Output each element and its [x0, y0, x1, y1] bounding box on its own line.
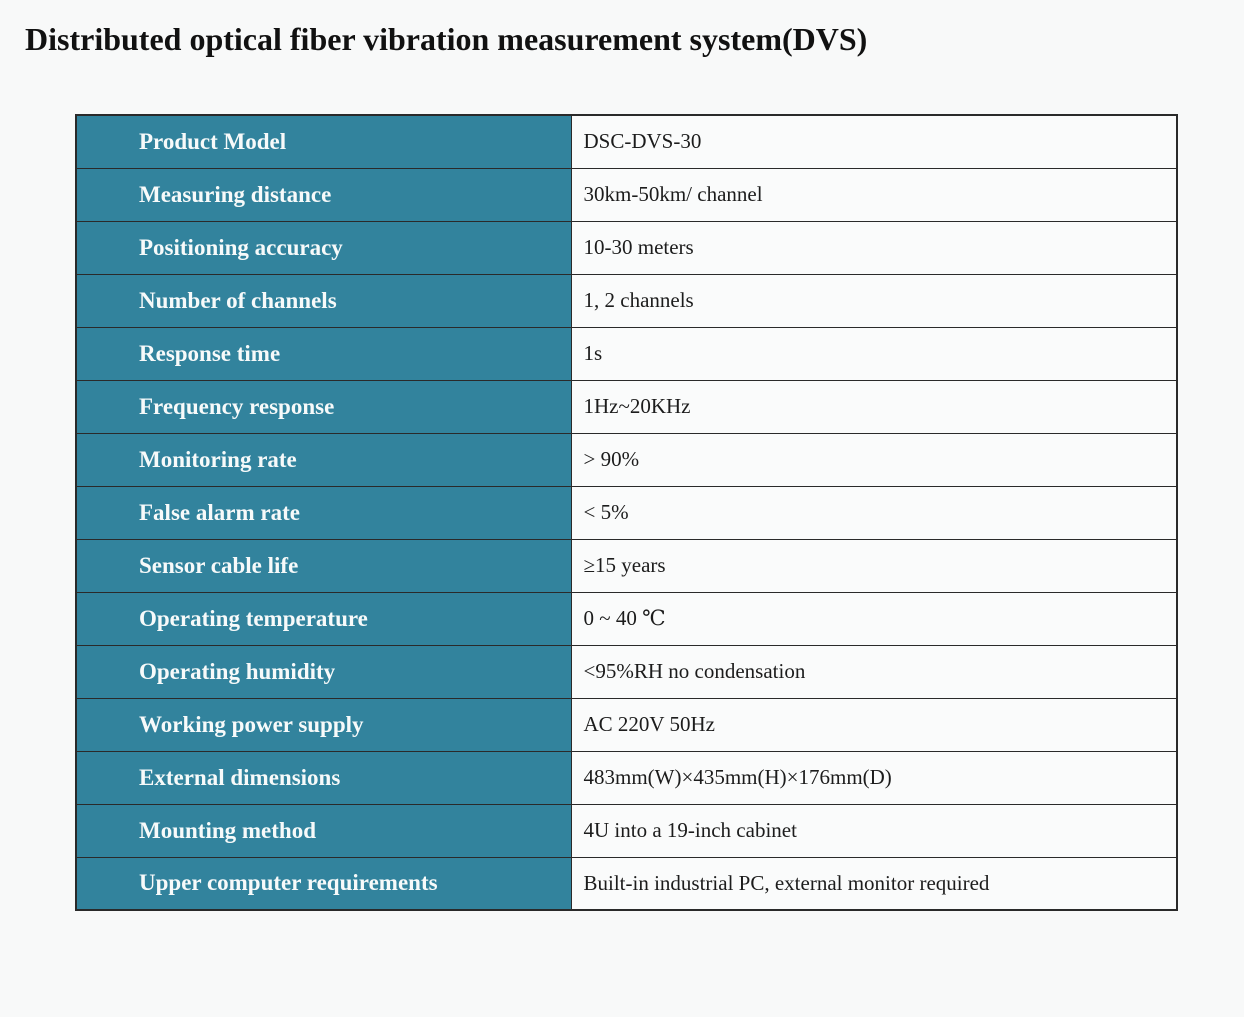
spec-table: Product Model DSC-DVS-30 Measuring dista… — [75, 114, 1178, 911]
spec-value: AC 220V 50Hz — [570, 697, 1178, 752]
spec-row: Operating temperature 0 ~ 40 ℃ — [75, 591, 1178, 646]
spec-row: False alarm rate < 5% — [75, 485, 1178, 540]
spec-row: Product Model DSC-DVS-30 — [75, 114, 1178, 169]
spec-label: Sensor cable life — [75, 538, 572, 593]
spec-value: 483mm(W)×435mm(H)×176mm(D) — [570, 750, 1178, 805]
spec-value: 1, 2 channels — [570, 273, 1178, 328]
spec-label: Measuring distance — [75, 167, 572, 222]
spec-row: Frequency response 1Hz~20KHz — [75, 379, 1178, 434]
spec-label: External dimensions — [75, 750, 572, 805]
spec-value: <95%RH no condensation — [570, 644, 1178, 699]
spec-value: 1Hz~20KHz — [570, 379, 1178, 434]
page-title: Distributed optical fiber vibration meas… — [25, 21, 868, 57]
spec-value: < 5% — [570, 485, 1178, 540]
spec-row: Mounting method 4U into a 19-inch cabine… — [75, 803, 1178, 858]
spec-value: 30km-50km/ channel — [570, 167, 1178, 222]
spec-label: Response time — [75, 326, 572, 381]
spec-label: Operating humidity — [75, 644, 572, 699]
spec-label: Monitoring rate — [75, 432, 572, 487]
spec-table-body: Product Model DSC-DVS-30 Measuring dista… — [75, 114, 1178, 911]
spec-row: External dimensions 483mm(W)×435mm(H)×17… — [75, 750, 1178, 805]
spec-value: 0 ~ 40 ℃ — [570, 591, 1178, 646]
spec-row: Operating humidity <95%RH no condensatio… — [75, 644, 1178, 699]
spec-value: > 90% — [570, 432, 1178, 487]
spec-label: Mounting method — [75, 803, 572, 858]
spec-value: 4U into a 19-inch cabinet — [570, 803, 1178, 858]
spec-label: Positioning accuracy — [75, 220, 572, 275]
spec-row: Upper computer requirements Built-in ind… — [75, 856, 1178, 911]
spec-row: Sensor cable life ≥15 years — [75, 538, 1178, 593]
spec-value: DSC-DVS-30 — [570, 114, 1178, 169]
spec-value: 1s — [570, 326, 1178, 381]
spec-row: Measuring distance 30km-50km/ channel — [75, 167, 1178, 222]
spec-label: Upper computer requirements — [75, 856, 572, 911]
spec-row: Positioning accuracy 10-30 meters — [75, 220, 1178, 275]
spec-value: Built-in industrial PC, external monitor… — [570, 856, 1178, 911]
spec-label: Product Model — [75, 114, 572, 169]
spec-value: ≥15 years — [570, 538, 1178, 593]
spec-label: Frequency response — [75, 379, 572, 434]
spec-row: Response time 1s — [75, 326, 1178, 381]
spec-label: Working power supply — [75, 697, 572, 752]
spec-label: Number of channels — [75, 273, 572, 328]
spec-row: Number of channels 1, 2 channels — [75, 273, 1178, 328]
spec-value: 10-30 meters — [570, 220, 1178, 275]
spec-label: False alarm rate — [75, 485, 572, 540]
spec-label: Operating temperature — [75, 591, 572, 646]
spec-row: Monitoring rate > 90% — [75, 432, 1178, 487]
spec-row: Working power supply AC 220V 50Hz — [75, 697, 1178, 752]
